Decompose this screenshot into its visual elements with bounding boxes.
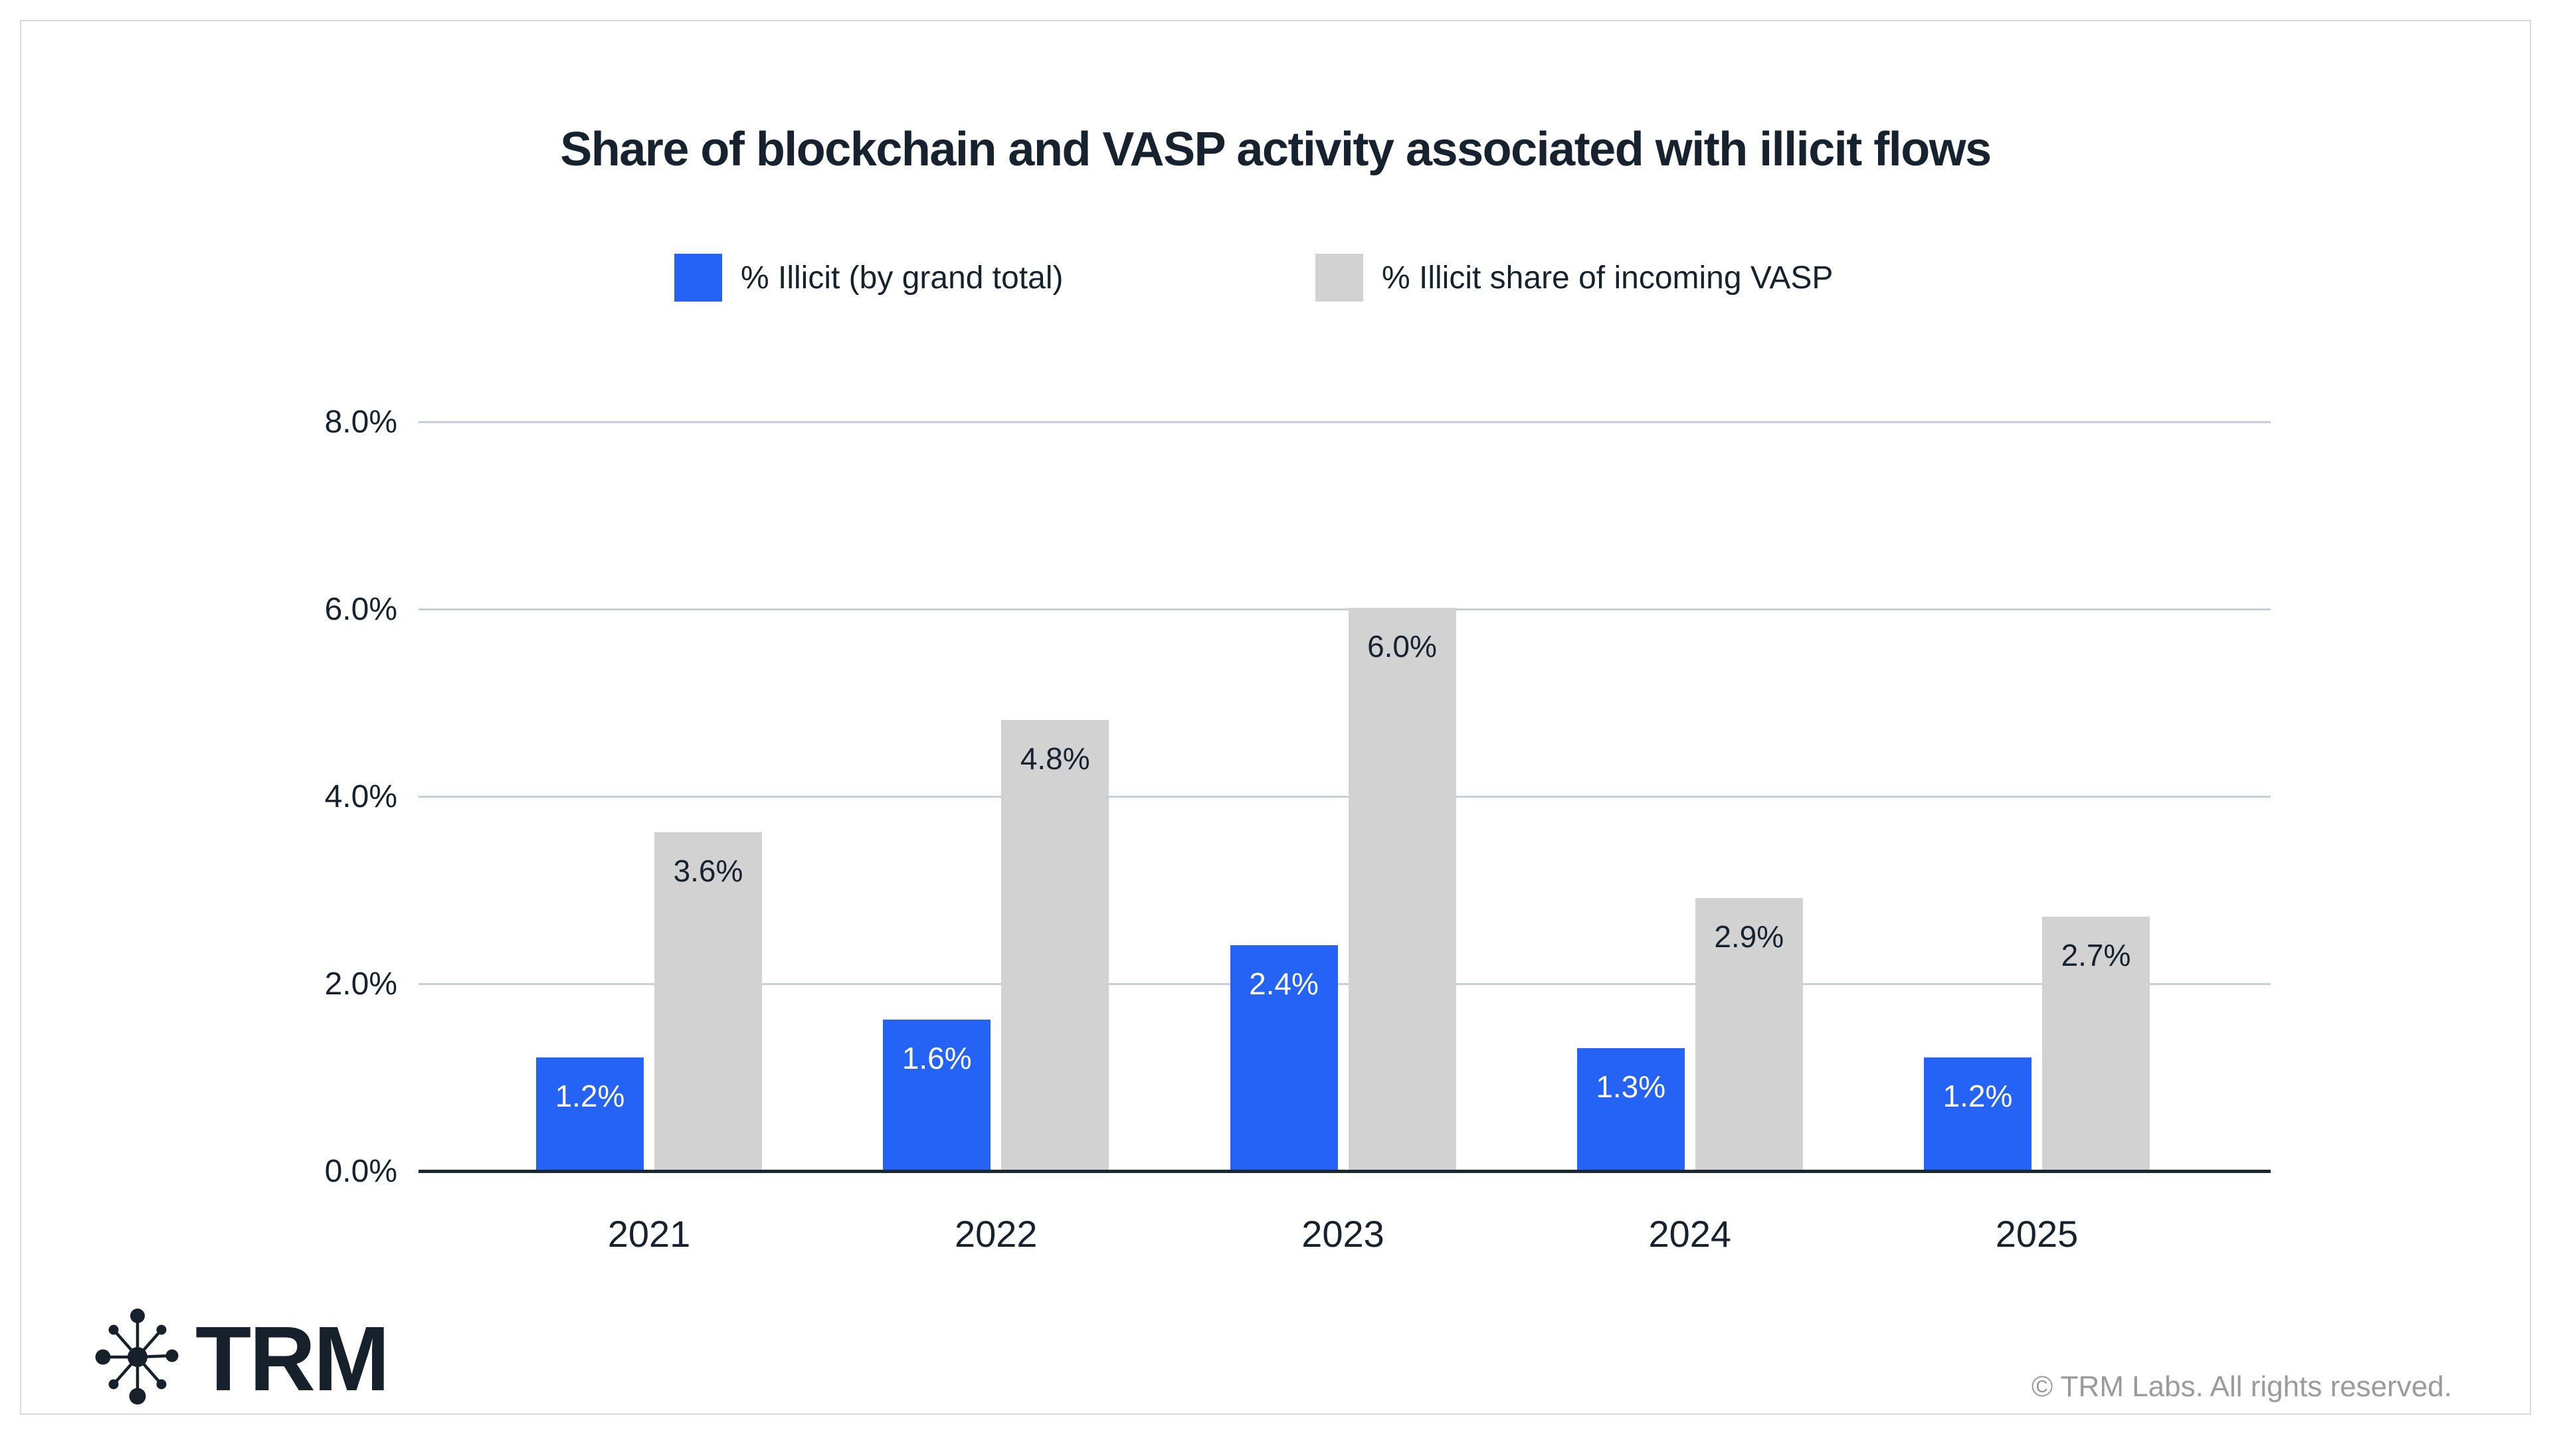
bar-value-label-2024-series-0: 1.3% [1577,1071,1685,1102]
bar-2024-series-0 [1577,1048,1685,1170]
bar-2023-series-1 [1349,608,1456,1170]
bar-value-label-2022-series-1: 4.8% [1001,743,1109,774]
bar-value-label-2022-series-0: 1.6% [883,1043,991,1073]
y-axis-label-6pct: 6.0% [238,594,397,626]
bar-2025-series-0 [1924,1057,2031,1170]
y-axis-label-8pct: 8.0% [238,407,397,438]
bar-2022-series-1 [1001,720,1109,1170]
bar-value-label-2021-series-0: 1.2% [536,1081,644,1111]
trm-hub-spoke-icon [94,1307,181,1407]
bar-value-label-2024-series-1: 2.9% [1695,921,1803,952]
trm-wordmark: TRM [195,1313,388,1405]
gridline-8pct [419,421,2271,423]
bar-value-label-2023-series-1: 6.0% [1349,631,1456,662]
x-axis-label-2025: 2025 [1917,1216,2156,1253]
chart-card: Share of blockchain and VASP activity as… [20,20,2531,1415]
x-axis-label-2021: 2021 [529,1216,769,1253]
bar-value-label-2025-series-1: 2.7% [2042,940,2150,970]
bar-value-label-2021-series-1: 3.6% [654,856,762,886]
bar-value-label-2025-series-0: 1.2% [1924,1081,2031,1111]
y-axis-label-2pct: 2.0% [238,968,397,1000]
x-axis-label-2023: 2023 [1224,1216,1463,1253]
x-axis-label-2022: 2022 [876,1216,1115,1253]
bar-2021-series-0 [536,1057,644,1170]
trm-logo: TRM [94,1307,388,1407]
x-axis-label-2024: 2024 [1570,1216,1810,1253]
bar-value-label-2023-series-0: 2.4% [1230,968,1338,999]
gridline-4pct [419,796,2271,798]
y-axis-label-0pct: 0.0% [238,1156,397,1188]
copyright-text: © TRM Labs. All rights reserved. [2031,1370,2452,1404]
y-axis-label-4pct: 4.0% [238,781,397,813]
bar-chart-plot-area: 8.0% 6.0% 4.0% 2.0% 0.0% 1.2% 3.6% 2021 1.6% 4.8%… [21,21,2551,1456]
x-axis-line [419,1170,2271,1173]
gridline-6pct [419,608,2271,610]
